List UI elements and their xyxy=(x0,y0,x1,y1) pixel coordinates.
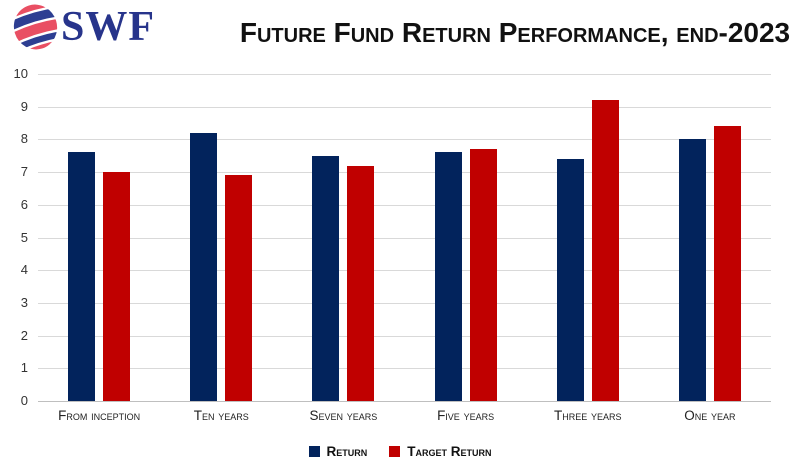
y-axis-tick-label: 0 xyxy=(20,393,28,408)
bar-return-five-years xyxy=(434,152,462,401)
gridline xyxy=(38,204,771,206)
gridline xyxy=(38,302,771,304)
y-axis-tick-label: 10 xyxy=(13,66,28,81)
gridline xyxy=(38,335,771,337)
globe-swirl-icon xyxy=(12,2,59,52)
x-axis-category-label: Five years xyxy=(437,408,495,423)
legend-label: Target Return xyxy=(407,444,492,459)
bar-target-return-three-years xyxy=(591,100,619,401)
chart-legend: Return Target Return xyxy=(0,444,800,459)
gridline xyxy=(38,139,771,141)
bar-target-return-ten-years xyxy=(225,175,253,401)
bar-return-one-year xyxy=(678,139,706,401)
gridline xyxy=(38,106,771,108)
y-axis-tick-label: 2 xyxy=(20,327,28,343)
gridline xyxy=(38,368,771,370)
bar-return-three-years xyxy=(556,159,584,401)
y-axis-tick-label: 7 xyxy=(20,164,28,180)
y-axis-tick-label: 9 xyxy=(20,98,28,114)
legend-swatch xyxy=(308,446,320,457)
y-axis-tick-label: 1 xyxy=(20,360,28,376)
swf-logo: SWF xyxy=(12,2,155,52)
legend-item-return: Return xyxy=(308,444,368,459)
gridline xyxy=(38,172,771,174)
gridline xyxy=(38,237,771,239)
chart-title: Future Fund Return Performance, end-2023 xyxy=(239,17,791,48)
legend-label: Return xyxy=(326,444,368,459)
legend-swatch xyxy=(389,446,401,457)
gridline xyxy=(38,270,771,272)
y-axis-tick-label: 4 xyxy=(20,262,28,278)
bar-target-return-seven-years xyxy=(347,165,375,401)
logo-text: SWF xyxy=(61,4,156,50)
y-axis-tick-label: 3 xyxy=(20,294,28,310)
x-axis-category-label: Seven years xyxy=(309,408,378,423)
bar-return-ten-years xyxy=(190,132,218,401)
bar-target-return-one-year xyxy=(713,126,741,401)
x-axis-category-label: Three years xyxy=(553,408,622,423)
bar-return-seven-years xyxy=(312,155,340,401)
x-axis-category-label: From inception xyxy=(58,408,141,423)
bar-target-return-five-years xyxy=(469,149,497,401)
gridline xyxy=(38,74,771,75)
legend-item-target-return: Target Return xyxy=(389,444,492,459)
bar-return-from-inception xyxy=(68,152,96,401)
y-axis-tick-label: 6 xyxy=(20,196,28,212)
x-axis-line xyxy=(38,401,771,402)
y-axis-tick-label: 8 xyxy=(20,131,28,147)
x-axis-category-label: One year xyxy=(684,408,736,423)
bar-target-return-from-inception xyxy=(103,172,131,401)
y-axis-tick-label: 5 xyxy=(20,229,28,245)
x-axis-category-label: Ten years xyxy=(193,408,249,423)
